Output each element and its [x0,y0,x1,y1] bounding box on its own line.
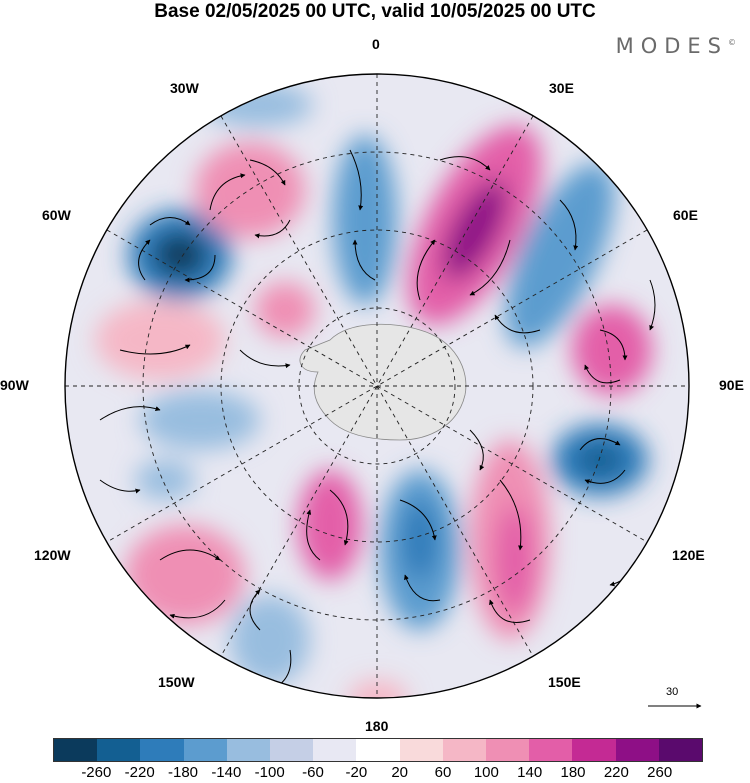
colorbar-tick-label: 220 [603,764,629,781]
colorbar-swatch [529,739,573,761]
graticule [65,74,689,698]
colorbar-swatch [399,739,443,761]
colorbar-tick-label: 260 [647,764,673,781]
colorbar-tick-label: 60 [434,764,452,781]
colorbar-ticks: -260 -220 -180 -140 -100 -60 -20 20 60 100 140 180 2… [0,764,750,782]
colorbar-tick-label: -60 [302,764,324,781]
colorbar-swatch [54,739,98,761]
chart-title: Base 02/05/2025 00 UTC, valid 10/05/2025… [154,1,596,22]
colorbar-tick-label: -100 [254,764,285,781]
lon-label-60w: 60W [42,207,71,223]
lon-label-150e: 150E [548,674,581,690]
colorbar-tick-label: -20 [345,764,368,781]
colorbar-tick-label: -180 [167,764,199,781]
anomaly-field [95,83,652,698]
colorbar-swatch [442,739,487,761]
colorbar-swatch [97,739,141,761]
lon-label-120e: 120E [672,547,705,563]
lon-label-0: 0 [372,36,380,52]
lon-label-30e: 30E [549,80,574,96]
colorbar-swatch [183,739,227,761]
lon-label-90w: 90W [0,377,29,393]
colorbar-swatch [615,739,659,761]
colorbar-swatch [270,739,314,761]
colorbar-swatch [486,739,530,761]
colorbar-swatch [658,739,703,761]
lon-label-180: 180 [365,718,389,734]
lon-label-120w: 120W [34,547,71,563]
lon-label-30w: 30W [170,80,199,96]
colorbar-swatch [356,739,400,761]
colorbar-swatch [313,739,357,761]
colorbar-tick-label: 180 [560,764,586,781]
colorbar-tick-label: -260 [81,764,112,781]
lon-label-90e: 90E [719,377,744,393]
colorbar-tick-label: -220 [124,764,155,781]
modes-logo: MODES© [615,34,736,58]
wind-vectors [99,149,656,691]
colorbar-tick-label: 140 [517,764,543,781]
colorbar-tick-label: 20 [391,764,408,781]
colorbar-swatch [572,739,616,761]
colorbar-tick-label: -140 [211,764,242,781]
colorbar [53,738,703,762]
colorbar-swatch [226,739,271,761]
colorbar-tick-label: 100 [473,764,499,781]
colorbar-swatch [140,739,184,761]
lon-label-60e: 60E [673,207,698,223]
lon-label-150w: 150W [158,674,195,690]
wind-reference-label: 30 [666,686,679,698]
